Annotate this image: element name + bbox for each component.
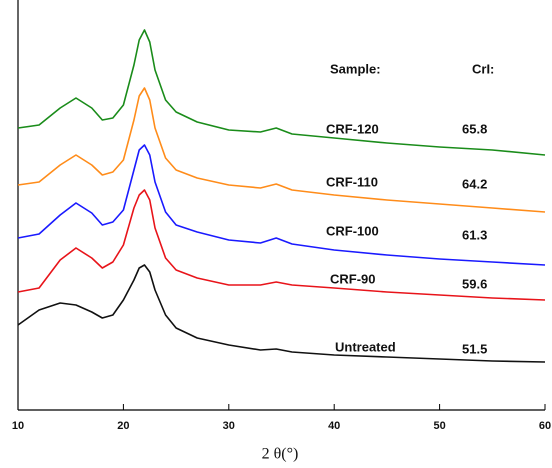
legend-header-sample: Sample: <box>330 61 381 76</box>
series-label: Untreated <box>335 339 396 354</box>
crystallinity-label: 59.6 <box>462 276 487 291</box>
crystallinity-label: 51.5 <box>462 341 487 356</box>
series-line <box>17 144 546 266</box>
x-tick-label: 10 <box>12 420 24 432</box>
series-line <box>17 87 546 213</box>
legend-header-crystallinity: CrI: <box>472 61 494 76</box>
series-line <box>17 189 546 301</box>
series-line <box>17 29 546 156</box>
series-label: CRF-120 <box>326 121 379 136</box>
x-axis-title: 2 θ(°) <box>262 446 299 463</box>
crystallinity-label: 61.3 <box>462 227 487 242</box>
x-tick-label: 30 <box>223 420 235 432</box>
series-label: CRF-90 <box>330 271 376 286</box>
x-tick-label: 60 <box>539 420 551 432</box>
x-tick-label: 20 <box>117 420 129 432</box>
series-label: CRF-110 <box>326 174 378 189</box>
crystallinity-label: 64.2 <box>462 176 487 191</box>
crystallinity-label: 65.8 <box>462 121 487 136</box>
series-label: CRF-100 <box>326 223 379 238</box>
series-line <box>17 264 546 363</box>
x-tick-label: 40 <box>328 420 340 432</box>
x-tick-label: 50 <box>433 420 445 432</box>
